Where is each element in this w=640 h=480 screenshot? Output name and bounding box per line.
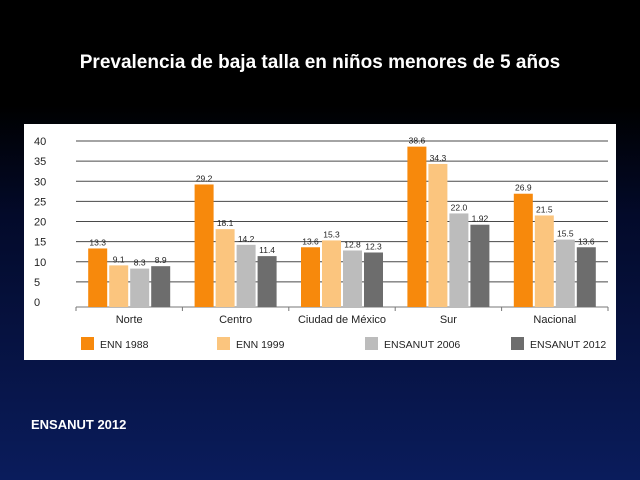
bar	[109, 265, 129, 307]
bar	[130, 268, 150, 307]
source-label: ENSANUT 2012	[31, 417, 127, 432]
bar	[407, 146, 427, 307]
slide-title: Prevalencia de baja talla en niños menor…	[79, 52, 561, 73]
data-label: 15.5	[557, 229, 574, 239]
bar	[236, 244, 256, 307]
data-label: 21.5	[536, 204, 553, 214]
data-label: 38.6	[409, 136, 426, 146]
y-tick-label: 5	[34, 277, 40, 289]
bar	[364, 252, 383, 307]
bar	[555, 239, 575, 307]
bar	[322, 240, 341, 307]
y-tick-label: 0	[34, 297, 40, 309]
chart-panel: 0 5 10 15 20 25 30 35 40 13.3 9.1 8.3 8.9 Norte 29.2 18…	[24, 124, 616, 360]
bar	[215, 229, 235, 307]
y-tick-label: 20	[34, 217, 46, 229]
y-tick-label: 30	[34, 176, 46, 188]
data-label: 13.6	[578, 236, 595, 246]
data-label: 13.3	[89, 237, 106, 247]
y-tick-label: 15	[34, 237, 46, 249]
bar	[151, 266, 171, 307]
x-category-label: Norte	[116, 314, 143, 326]
bar	[301, 247, 320, 307]
data-label: 8.9	[155, 255, 167, 265]
data-label: 9.1	[113, 254, 125, 264]
y-tick-label: 40	[34, 136, 46, 148]
y-tick-label: 25	[34, 196, 46, 208]
x-category-label: Centro	[219, 314, 252, 326]
data-label: 34.3	[430, 153, 447, 163]
x-category-label: Nacional	[533, 314, 576, 326]
legend-label: ENSANUT 2006	[384, 339, 460, 351]
bar-chart: 0 5 10 15 20 25 30 35 40 13.3 9.1 8.3 8.9 Norte 29.2 18…	[34, 136, 609, 351]
bar	[470, 224, 490, 307]
data-label: 22.0	[451, 202, 468, 212]
bar	[576, 247, 596, 307]
data-label: 11.4	[259, 245, 275, 255]
bar	[194, 184, 214, 307]
bar	[428, 163, 448, 307]
data-label: 12.8	[344, 239, 361, 249]
legend-swatch	[365, 337, 378, 350]
x-category-label: Ciudad de México	[298, 314, 386, 326]
data-label: 8.3	[134, 258, 146, 268]
legend-label: ENN 1999	[236, 339, 285, 351]
data-label: 13.6	[302, 236, 319, 246]
bar	[534, 215, 554, 307]
legend-swatch	[217, 337, 230, 350]
data-label: 15.3	[323, 229, 340, 239]
data-label: 18.1	[217, 218, 234, 228]
data-label: 26.9	[515, 183, 532, 193]
legend-label: ENN 1988	[100, 339, 149, 351]
bar	[88, 248, 108, 307]
bar	[257, 256, 277, 307]
x-category-label: Sur	[440, 314, 457, 326]
legend-label: ENSANUT 2012	[530, 339, 606, 351]
data-label: 29.2	[196, 173, 213, 183]
bar	[343, 250, 362, 307]
data-label: 12.3	[365, 241, 382, 251]
y-tick-label: 10	[34, 257, 46, 269]
data-label: 14.2	[238, 234, 255, 244]
bar	[449, 213, 469, 307]
data-label: 1.92	[472, 214, 489, 224]
legend-swatch	[511, 337, 524, 350]
y-tick-label: 35	[34, 156, 46, 168]
legend-swatch	[81, 337, 94, 350]
bar	[513, 193, 533, 307]
